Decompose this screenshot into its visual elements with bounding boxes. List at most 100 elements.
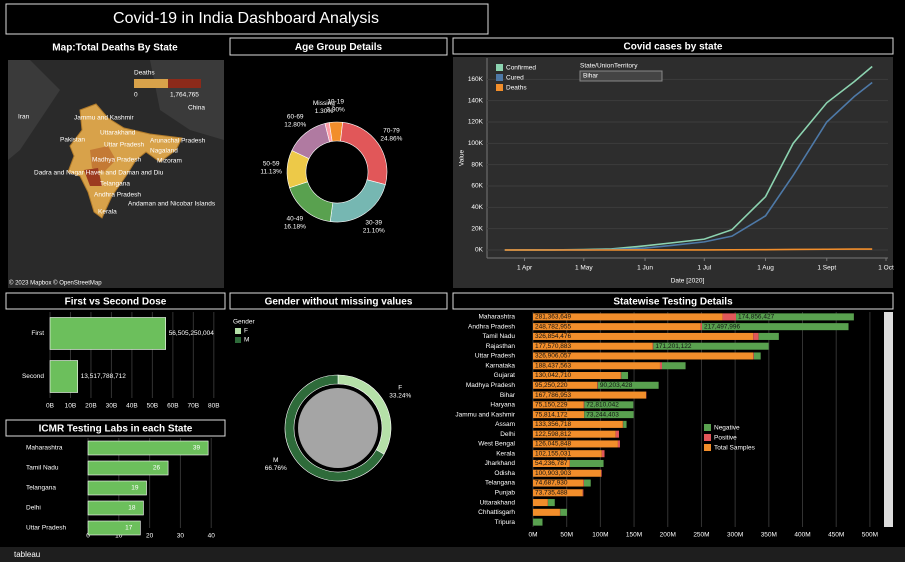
map-label: Telangana: [100, 181, 130, 188]
bar-segment: [533, 420, 623, 428]
y-tick-label: 20K: [471, 225, 483, 232]
panel-title: ICMR Testing Labs in each State: [39, 424, 193, 435]
slice-value: 3.90%: [326, 107, 345, 114]
y-tick-label: Odisha: [494, 470, 515, 477]
dashboard-title: Covid-19 in India Dashboard Analysis: [113, 10, 379, 27]
y-tick-label: West Bengal: [478, 441, 515, 448]
map-label: Dadra and Nagar Haveli and Daman and Diu: [34, 170, 164, 177]
y-tick-label: Telangana: [26, 485, 56, 492]
y-tick-label: Delhi: [26, 505, 41, 512]
map-label: Madhya Pradesh: [92, 157, 142, 164]
y-tick-label: 0K: [475, 247, 484, 254]
y-tick-label: Kerala: [496, 450, 515, 457]
bar-segment: [533, 430, 616, 438]
bar-segment: [615, 430, 619, 438]
legend-label: Total Samples: [714, 445, 756, 452]
slice-value: 66.76%: [265, 465, 287, 472]
y-tick-label: Haryana: [490, 402, 515, 409]
panel-title: First vs Second Dose: [65, 297, 167, 308]
map: Deaths 0 1,764,765 Iran Pakistan China J…: [8, 60, 224, 288]
slice-value: 12.80%: [284, 122, 306, 129]
x-tick-label: 1 Sept: [817, 265, 836, 272]
slice-value: 24.86%: [380, 135, 402, 142]
bar: [49, 360, 78, 393]
scrollbar: [884, 312, 893, 527]
bar-segment: [621, 372, 629, 380]
india: [67, 103, 183, 219]
footer-logo: tableau: [14, 550, 40, 559]
bar-segment: [584, 411, 634, 419]
legend-swatch: [704, 444, 711, 451]
y-tick-label: 80K: [471, 161, 483, 168]
slice-value: 16.18%: [284, 223, 306, 230]
x-tick-label: 70B: [188, 403, 200, 410]
panel-title: Covid cases by state: [624, 42, 723, 53]
panel-header: [452, 37, 894, 55]
bar: [87, 460, 169, 476]
panel-title: Statewise Testing Details: [613, 297, 733, 308]
x-tick-label: 50M: [560, 532, 573, 539]
x-tick-label: 0M: [528, 532, 537, 539]
bar-segment: [583, 479, 591, 487]
bar-label: 19: [131, 485, 139, 492]
bar-segment: [533, 401, 584, 409]
bar-segment: [653, 342, 769, 350]
x-tick-label: 450M: [828, 532, 844, 539]
bar-segment: [582, 489, 584, 497]
bar-segment: [533, 323, 701, 331]
filter-value: Bihar: [583, 73, 599, 80]
slice-label: 30-39: [365, 220, 382, 227]
bar-label: 122,598,812: [535, 431, 572, 438]
y-tick-label: Delhi: [500, 431, 515, 438]
y-tick-label: Bihar: [500, 392, 516, 399]
bar-segment: [533, 489, 583, 497]
y-tick-label: 60K: [471, 183, 483, 190]
title-box: [5, 3, 489, 35]
bar-label: 248,782,955: [535, 323, 572, 330]
filter-dropdown: [579, 70, 663, 82]
y-tick-label: Jammu and Kashmir: [455, 411, 515, 418]
legend-gradient: [168, 79, 201, 88]
x-tick-label: 0B: [46, 403, 54, 410]
bar-segment: [533, 411, 585, 419]
bar-segment: [560, 508, 568, 516]
x-tick-label: 1 Aug: [757, 265, 774, 272]
bar-segment: [533, 372, 621, 380]
donut-center: [298, 388, 378, 468]
bar-label: 174,856,427: [738, 314, 775, 321]
x-tick-label: 0: [86, 533, 90, 540]
panel-title: Gender without missing values: [265, 297, 413, 308]
y-axis-label: Value: [459, 150, 466, 167]
panel-header: [229, 292, 448, 310]
legend-swatch: [704, 424, 711, 431]
legend-label: Positive: [714, 435, 737, 442]
bar: [49, 317, 167, 350]
x-tick-label: 40: [208, 533, 216, 540]
legend-title: Deaths: [134, 70, 155, 77]
legend-swatch: [496, 64, 503, 71]
bar-label: 130,042,710: [535, 372, 572, 379]
bar: [87, 480, 147, 496]
y-tick-label: Maharashtra: [26, 445, 63, 452]
bar-label: 90,203,428: [600, 382, 633, 389]
legend-label: Confirmed: [506, 65, 536, 72]
india-region: [84, 168, 102, 186]
bar-label: 167,786,953: [535, 392, 572, 399]
x-tick-label: 500M: [862, 532, 878, 539]
bar-label: 72,810,042: [586, 402, 619, 409]
line-series: [504, 248, 873, 251]
bar-segment: [533, 313, 723, 321]
map-title: Map:Total Deaths By State: [52, 43, 178, 54]
bar-segment: [583, 479, 584, 487]
panel-header: [5, 419, 226, 437]
bar-segment: [700, 323, 702, 331]
y-tick-label: Telangana: [485, 480, 515, 487]
bar-segment: [533, 391, 647, 399]
bar-segment: [601, 450, 605, 458]
legend-swatch: [496, 74, 503, 81]
x-tick-label: 200M: [660, 532, 676, 539]
y-tick-label: 40K: [471, 204, 483, 211]
bar-label: 326,854,476: [535, 333, 572, 340]
map-label: Nagaland: [150, 148, 178, 155]
y-tick-label: Jharkhand: [485, 460, 516, 467]
